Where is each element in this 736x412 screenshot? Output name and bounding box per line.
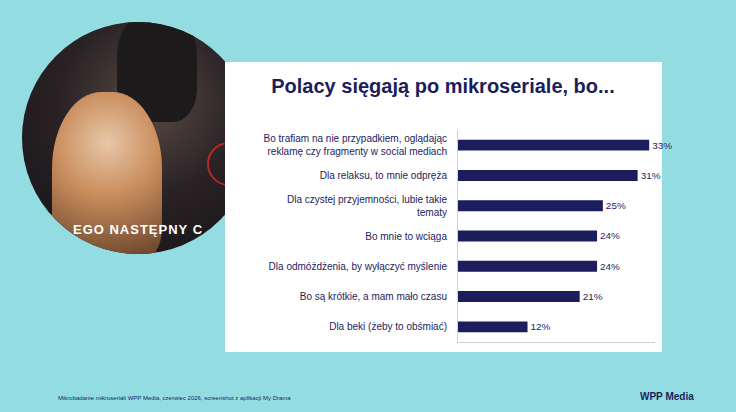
svg-text:Dla relaksu, to mnie odpręża: Dla relaksu, to mnie odpręża [320, 170, 448, 181]
svg-text:24%: 24% [600, 230, 620, 241]
html-text:Mikrobadanie mikroseriali WPP: Mikrobadanie mikroseriali WPP Media, cze… [58, 395, 291, 401]
svg-text:24%: 24% [600, 261, 620, 272]
svg-text:Dla odmóżdżenia, by wyłączyć m: Dla odmóżdżenia, by wyłączyć myślenie [269, 261, 448, 272]
svg-text:Bo są krótkie, a mam mało czas: Bo są krótkie, a mam mało czasu [300, 291, 447, 302]
svg-text:31%: 31% [641, 170, 661, 181]
svg-text:Dla beki (żeby to obśmiać): Dla beki (żeby to obśmiać) [329, 321, 447, 332]
svg-text:Polacy sięgają po mikroseriale: Polacy sięgają po mikroseriale, bo... [271, 75, 614, 97]
html-text:EGO NASTĘPNY C: EGO NASTĘPNY C [73, 222, 203, 237]
svg-text:Bo mnie to wciąga: Bo mnie to wciąga [365, 231, 447, 242]
svg-text:21%: 21% [583, 291, 603, 302]
svg-text:Dla czystej przyjemności, lubi: Dla czystej przyjemności, lubie takietem… [287, 194, 447, 218]
svg-text:12%: 12% [531, 321, 551, 332]
html-text:WPP Media: WPP Media [640, 391, 694, 402]
svg-text:Bo trafiam na nie przypadkiem,: Bo trafiam na nie przypadkiem, oglądając… [264, 133, 447, 157]
svg-text:25%: 25% [606, 200, 626, 211]
svg-text:33%: 33% [652, 140, 672, 151]
